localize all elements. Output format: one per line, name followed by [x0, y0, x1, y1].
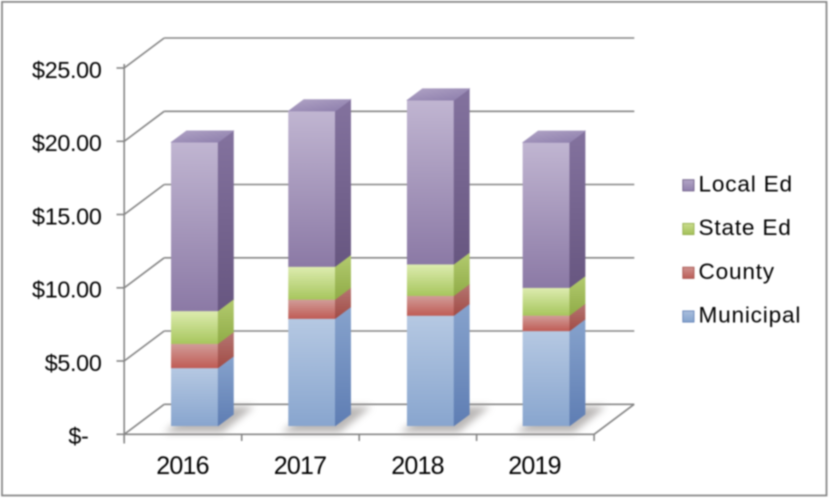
svg-text:County: County	[699, 259, 775, 284]
svg-text:2017: 2017	[274, 452, 326, 480]
svg-text:$10.00: $10.00	[32, 277, 102, 303]
svg-text:$15.00: $15.00	[32, 203, 102, 229]
svg-text:Municipal: Municipal	[699, 303, 802, 328]
svg-text:State Ed: State Ed	[699, 215, 792, 240]
svg-text:$25.00: $25.00	[32, 57, 102, 83]
svg-text:2016: 2016	[156, 452, 208, 480]
svg-text:$-: $-	[68, 423, 88, 449]
svg-text:2018: 2018	[391, 452, 443, 480]
svg-text:2019: 2019	[508, 452, 560, 480]
svg-text:$20.00: $20.00	[32, 130, 102, 156]
svg-text:$5.00: $5.00	[45, 350, 102, 376]
svg-text:Local Ed: Local Ed	[699, 171, 793, 196]
